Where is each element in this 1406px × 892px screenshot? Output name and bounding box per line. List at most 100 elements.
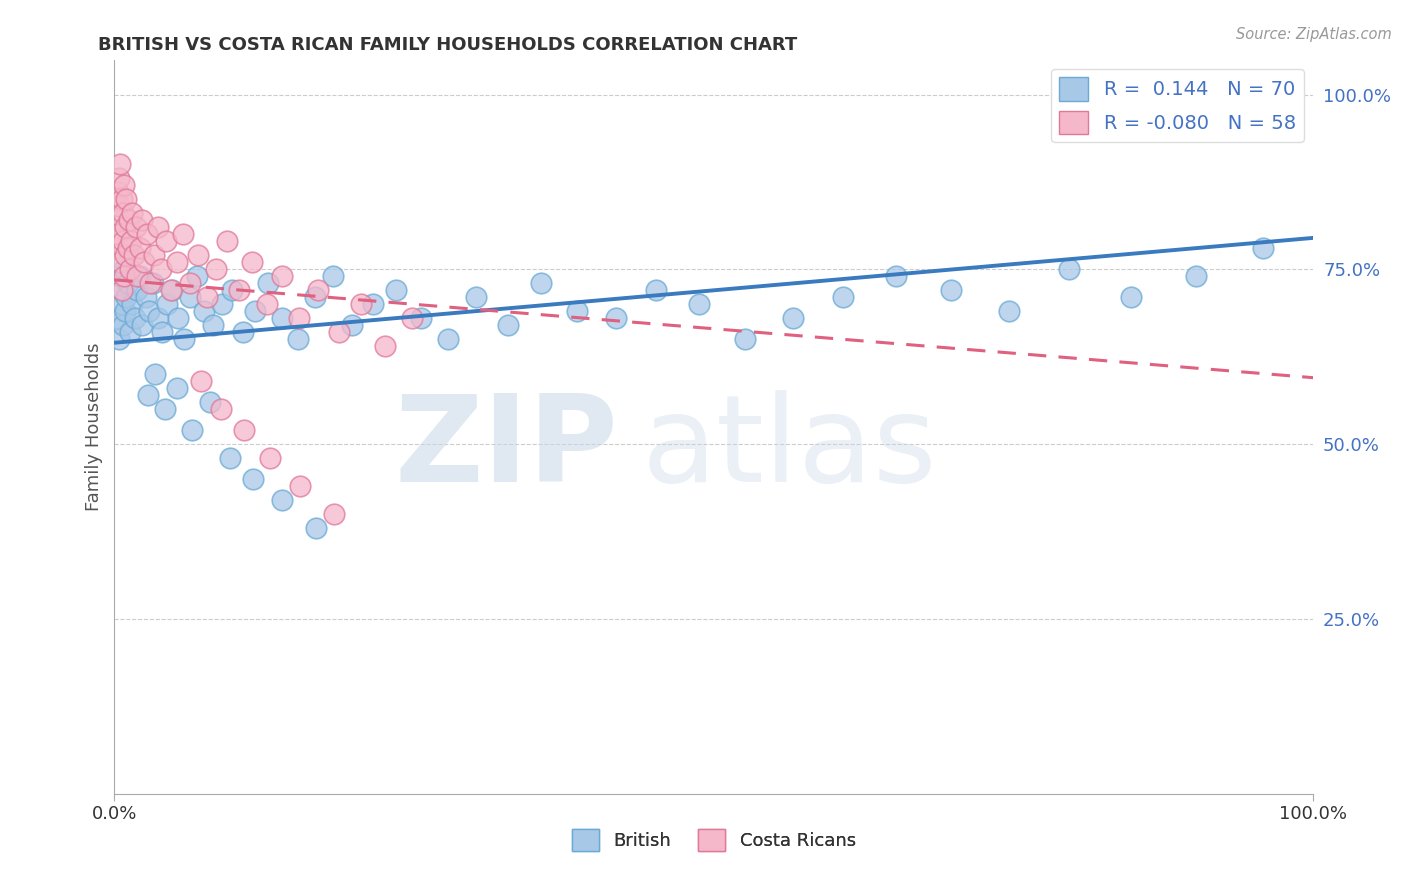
Point xyxy=(304,290,326,304)
Point xyxy=(114,220,136,235)
Point xyxy=(122,248,145,262)
Point xyxy=(688,297,710,311)
Legend: British, Costa Ricans: British, Costa Ricans xyxy=(565,822,863,858)
Point xyxy=(240,255,263,269)
Point xyxy=(305,521,328,535)
Point xyxy=(287,332,309,346)
Point xyxy=(112,269,135,284)
Point xyxy=(107,186,129,200)
Point xyxy=(131,213,153,227)
Point xyxy=(256,297,278,311)
Point xyxy=(153,402,176,417)
Point xyxy=(143,248,166,262)
Point xyxy=(118,213,141,227)
Point xyxy=(328,325,350,339)
Point xyxy=(530,277,553,291)
Point xyxy=(107,227,129,242)
Point xyxy=(884,269,907,284)
Text: atlas: atlas xyxy=(643,390,938,508)
Point xyxy=(135,227,157,242)
Point xyxy=(734,332,756,346)
Point xyxy=(257,277,280,291)
Point xyxy=(307,283,329,297)
Point xyxy=(221,283,243,297)
Point xyxy=(111,206,134,220)
Point xyxy=(782,311,804,326)
Point xyxy=(243,304,266,318)
Point xyxy=(228,283,250,297)
Point xyxy=(115,290,138,304)
Point xyxy=(941,283,963,297)
Point xyxy=(1119,290,1142,304)
Point xyxy=(1184,269,1206,284)
Point xyxy=(108,332,131,346)
Point xyxy=(117,241,139,255)
Point xyxy=(146,220,169,235)
Point xyxy=(128,269,150,284)
Text: Source: ZipAtlas.com: Source: ZipAtlas.com xyxy=(1236,27,1392,42)
Point xyxy=(271,493,294,508)
Point xyxy=(179,277,201,291)
Point xyxy=(190,374,212,388)
Point xyxy=(136,388,159,402)
Point xyxy=(496,318,519,333)
Point xyxy=(142,277,165,291)
Point xyxy=(166,381,188,395)
Point xyxy=(195,290,218,304)
Point xyxy=(259,451,281,466)
Point xyxy=(363,297,385,311)
Point xyxy=(107,283,129,297)
Point xyxy=(112,178,135,193)
Point xyxy=(271,311,294,326)
Point xyxy=(605,311,627,326)
Point xyxy=(121,206,143,220)
Point xyxy=(104,241,127,255)
Point xyxy=(173,332,195,346)
Point xyxy=(211,297,233,311)
Point xyxy=(288,311,311,326)
Point xyxy=(567,304,589,318)
Point xyxy=(120,235,142,249)
Point xyxy=(436,332,458,346)
Point xyxy=(340,318,363,333)
Point xyxy=(350,297,373,311)
Point xyxy=(118,262,141,277)
Point xyxy=(128,241,150,255)
Point xyxy=(172,227,194,242)
Point xyxy=(218,451,240,466)
Point xyxy=(127,269,149,284)
Point xyxy=(155,235,177,249)
Point xyxy=(1057,262,1080,277)
Point xyxy=(105,311,128,326)
Point xyxy=(127,283,149,297)
Point xyxy=(110,157,132,171)
Point xyxy=(124,311,146,326)
Point xyxy=(217,235,239,249)
Point xyxy=(209,402,232,417)
Point xyxy=(290,479,312,493)
Point xyxy=(160,283,183,297)
Point xyxy=(111,318,134,333)
Point xyxy=(186,269,208,284)
Point xyxy=(134,255,156,269)
Point xyxy=(121,297,143,311)
Point xyxy=(232,423,254,437)
Point xyxy=(271,269,294,284)
Point xyxy=(112,262,135,277)
Point xyxy=(150,325,173,339)
Point xyxy=(205,262,228,277)
Point xyxy=(401,311,423,326)
Text: BRITISH VS COSTA RICAN FAMILY HOUSEHOLDS CORRELATION CHART: BRITISH VS COSTA RICAN FAMILY HOUSEHOLDS… xyxy=(98,36,797,54)
Point xyxy=(139,277,162,291)
Point xyxy=(108,171,131,186)
Point xyxy=(374,339,396,353)
Point xyxy=(193,304,215,318)
Point xyxy=(465,290,488,304)
Point xyxy=(110,269,132,284)
Point xyxy=(108,199,131,213)
Y-axis label: Family Households: Family Households xyxy=(86,343,103,511)
Point xyxy=(1251,241,1274,255)
Point xyxy=(143,368,166,382)
Point xyxy=(115,193,138,207)
Point xyxy=(114,248,136,262)
